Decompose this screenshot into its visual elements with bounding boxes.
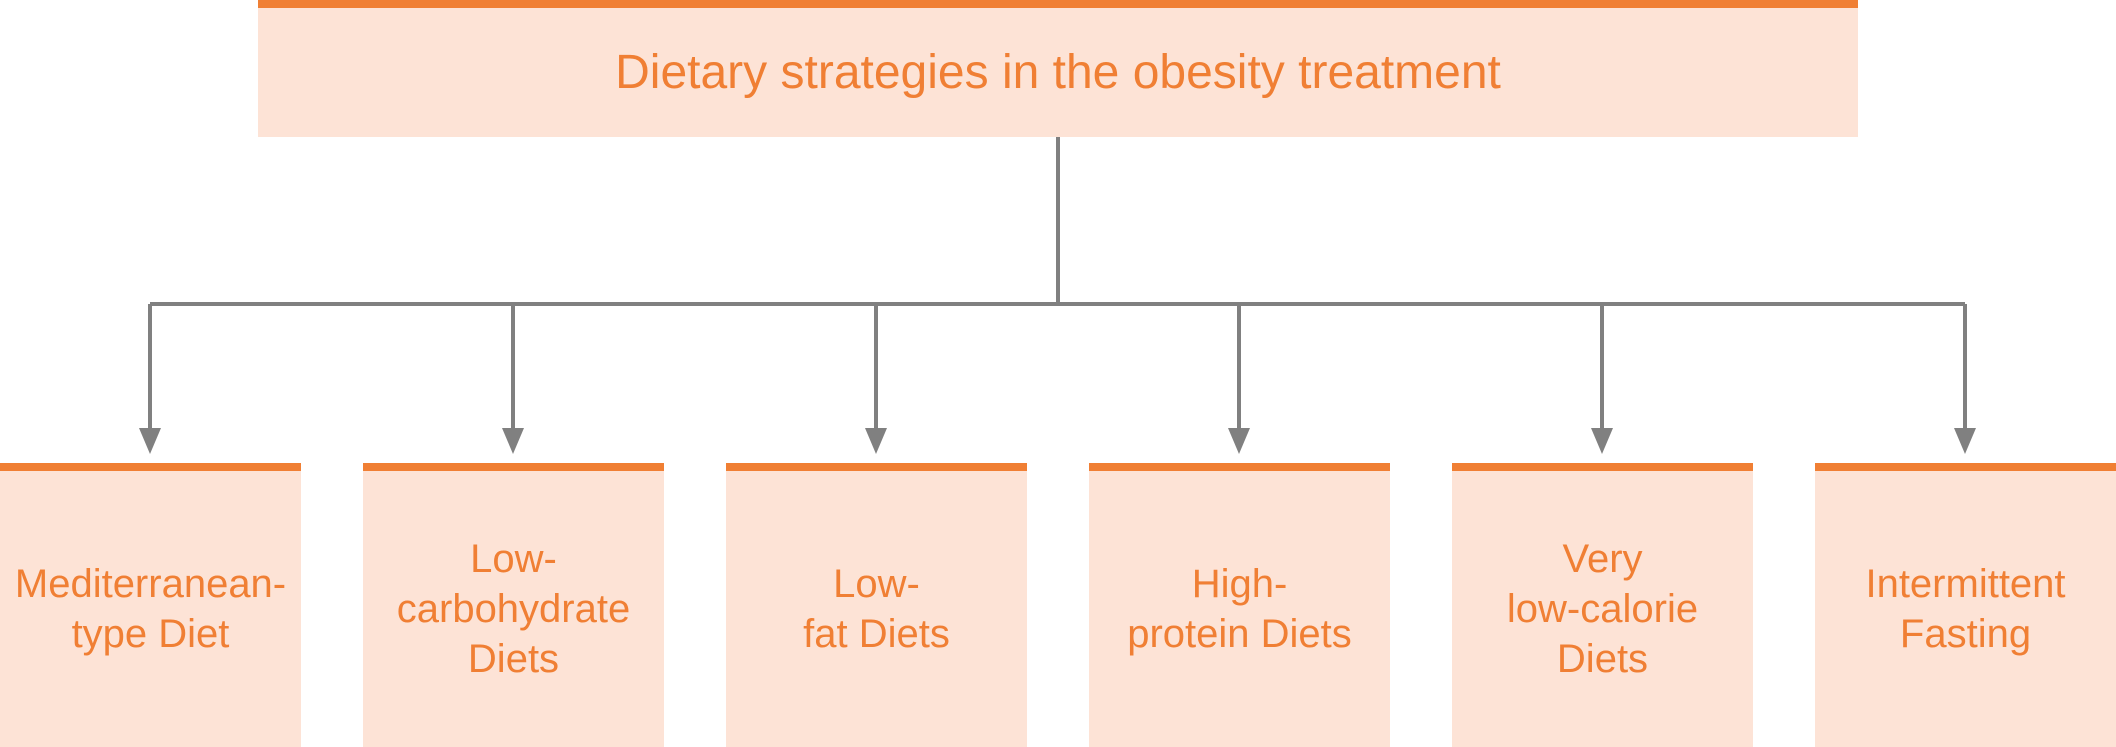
- arrowhead: [502, 428, 524, 454]
- strategy-label: Mediterranean- type Diet: [14, 562, 287, 656]
- strategy-box-very-low-calorie: Very low-calorie Diets: [1452, 463, 1753, 747]
- arrowhead: [1954, 428, 1976, 454]
- diagram-title: Dietary strategies in the obesity treatm…: [615, 46, 1501, 99]
- strategy-box-mediterranean: Mediterranean- type Diet: [0, 463, 301, 747]
- strategy-box-high-protein: High- protein Diets: [1089, 463, 1390, 747]
- strategy-label: Low- carbohydrate Diets: [396, 537, 631, 681]
- arrowhead: [1591, 428, 1613, 454]
- strategy-label: Very low-calorie Diets: [1506, 537, 1699, 681]
- strategy-box-low-fat: Low- fat Diets: [726, 463, 1027, 747]
- diagram-title-box: Dietary strategies in the obesity treatm…: [258, 0, 1858, 137]
- strategy-box-low-carbohydrate: Low- carbohydrate Diets: [363, 463, 664, 747]
- arrowhead: [1228, 428, 1250, 454]
- strategy-label: Intermittent Fasting: [1865, 562, 2066, 656]
- arrowhead: [139, 428, 161, 454]
- arrowhead: [865, 428, 887, 454]
- strategy-box-intermittent-fasting: Intermittent Fasting: [1815, 463, 2116, 747]
- strategy-label: High- protein Diets: [1127, 562, 1352, 656]
- strategy-label: Low- fat Diets: [803, 562, 950, 656]
